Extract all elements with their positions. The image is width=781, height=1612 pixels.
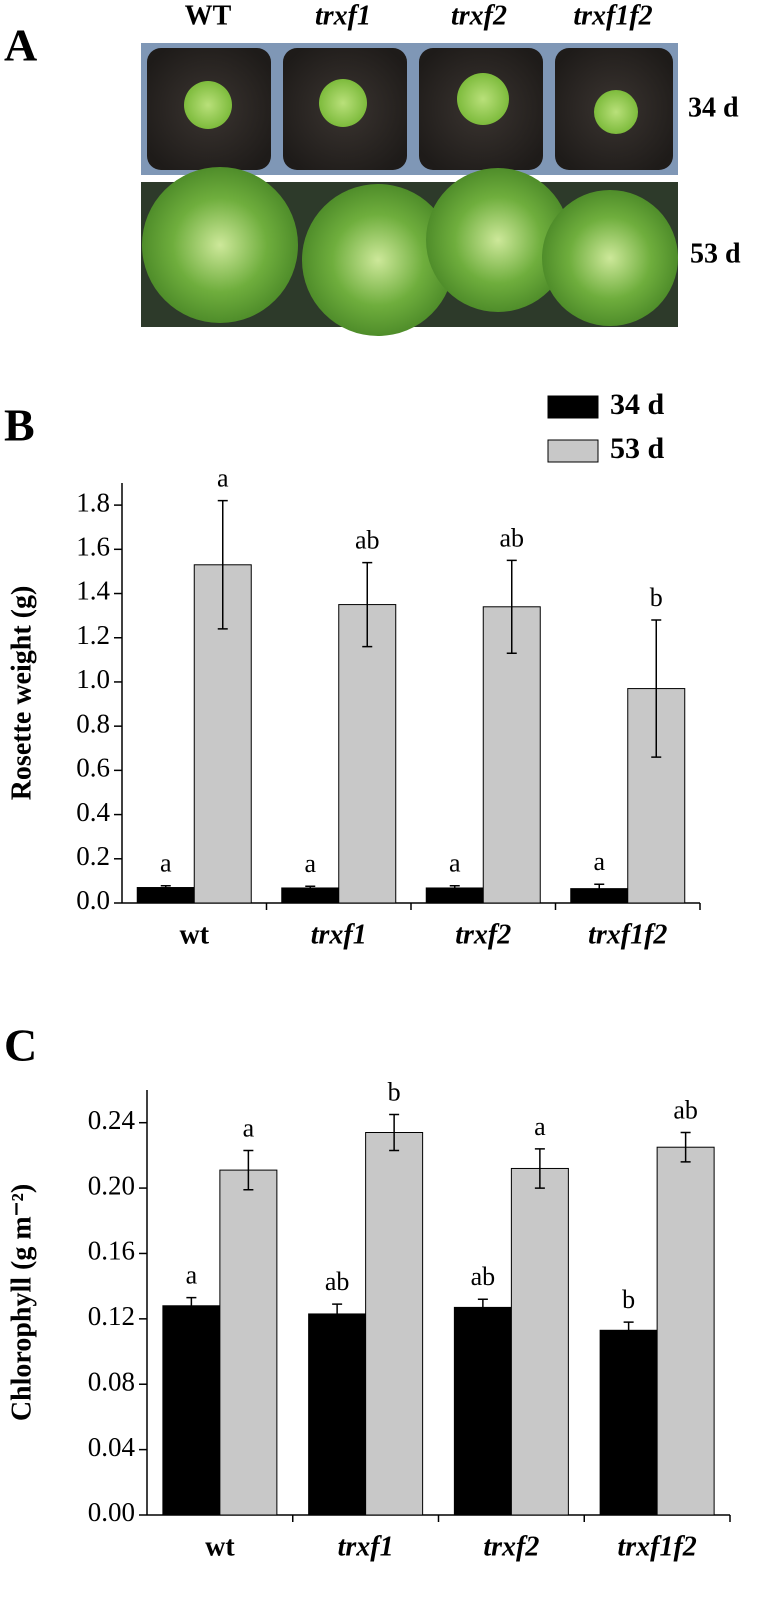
- significance-letter: a: [186, 1261, 198, 1290]
- significance-letter: a: [160, 849, 172, 878]
- age-label: 53 d: [690, 238, 741, 269]
- panel-label: B: [4, 400, 35, 451]
- significance-letter: b: [650, 583, 663, 612]
- y-axis-label: Rosette weight (g): [6, 586, 37, 801]
- error-bar: [362, 561, 373, 648]
- bar: [510, 1167, 569, 1516]
- error-bar: [160, 885, 171, 891]
- y-tick-label: 0.04: [88, 1432, 136, 1462]
- x-tick-label: trxf1: [338, 1531, 394, 1562]
- error-bar: [449, 885, 460, 891]
- y-tick-label: 1.2: [76, 620, 110, 650]
- y-tick-label: 0.12: [88, 1301, 135, 1331]
- photo-34d: [141, 43, 678, 175]
- legend-label: 34 d: [610, 388, 665, 421]
- significance-letter: ab: [499, 523, 524, 552]
- error-bar: [243, 1149, 254, 1191]
- y-tick-label: 0.8: [76, 708, 110, 738]
- error-bar: [623, 1321, 634, 1340]
- significance-letter: ab: [471, 1262, 496, 1291]
- y-tick-label: 1.0: [76, 664, 110, 694]
- significance-letter: a: [304, 849, 316, 878]
- significance-letter: b: [622, 1285, 635, 1314]
- bar: [162, 1305, 221, 1516]
- y-tick-label: 0.24: [88, 1105, 136, 1135]
- age-label: 34 d: [688, 92, 739, 123]
- y-tick-label: 0.0: [76, 885, 110, 915]
- legend-label: 53 d: [610, 432, 665, 465]
- error-bar: [389, 1113, 400, 1152]
- error-bar: [332, 1303, 343, 1325]
- bar: [599, 1329, 658, 1516]
- x-tick-label: wt: [205, 1531, 235, 1562]
- bar: [219, 1169, 278, 1516]
- x-tick-label: trxf1f2: [617, 1531, 696, 1562]
- genotype-label: trxf1: [315, 0, 371, 31]
- photo-53d: [141, 167, 678, 336]
- significance-letter: a: [593, 847, 605, 876]
- significance-letter: ab: [325, 1267, 350, 1296]
- y-tick-label: 1.6: [76, 532, 110, 562]
- error-bar: [305, 885, 316, 891]
- error-bar: [594, 883, 605, 894]
- bar: [453, 1306, 512, 1516]
- x-tick-label: trxf1f2: [588, 919, 667, 950]
- error-bar: [477, 1298, 488, 1317]
- bar: [308, 1313, 367, 1516]
- legend-swatch: [547, 395, 599, 419]
- y-tick-label: 0.4: [76, 797, 110, 827]
- error-bar: [651, 619, 662, 758]
- y-tick-label: 0.2: [76, 841, 110, 871]
- bar: [656, 1146, 715, 1516]
- significance-letter: a: [243, 1113, 255, 1142]
- y-tick-label: 0.00: [88, 1497, 135, 1527]
- error-bar: [217, 499, 228, 630]
- y-tick-label: 0.16: [88, 1236, 135, 1266]
- error-bar: [534, 1148, 545, 1189]
- y-tick-label: 1.8: [76, 487, 110, 517]
- genotype-label: trxf2: [451, 0, 507, 31]
- significance-letter: b: [388, 1077, 401, 1106]
- panel-label: A: [4, 20, 37, 71]
- bar: [338, 604, 397, 904]
- y-tick-label: 1.4: [76, 576, 110, 606]
- y-tick-label: 0.08: [88, 1366, 135, 1396]
- error-bar: [186, 1296, 197, 1315]
- significance-letter: a: [217, 464, 229, 493]
- bar: [365, 1132, 424, 1516]
- significance-letter: a: [449, 849, 461, 878]
- x-tick-label: trxf2: [483, 1531, 539, 1562]
- bar: [482, 606, 541, 904]
- genotype-label: WT: [185, 0, 232, 31]
- legend-swatch: [547, 439, 599, 463]
- error-bar: [680, 1131, 691, 1163]
- x-tick-label: trxf2: [455, 919, 511, 950]
- y-tick-label: 0.20: [88, 1170, 135, 1200]
- significance-letter: a: [534, 1112, 546, 1141]
- genotype-label: trxf1f2: [573, 0, 652, 31]
- x-tick-label: wt: [179, 919, 209, 950]
- significance-letter: ab: [355, 526, 380, 555]
- x-tick-label: trxf1: [311, 919, 367, 950]
- significance-letter: ab: [673, 1095, 698, 1124]
- error-bar: [506, 559, 517, 654]
- y-axis-label: Chlorophyll (g m⁻²): [6, 1184, 37, 1421]
- y-tick-label: 0.6: [76, 753, 110, 783]
- panel-label: C: [4, 1020, 37, 1071]
